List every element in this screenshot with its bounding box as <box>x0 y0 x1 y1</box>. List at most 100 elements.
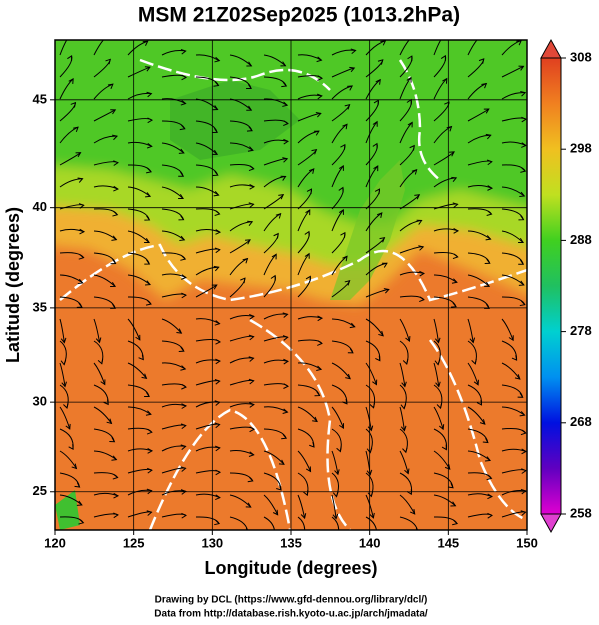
streamline <box>161 362 186 370</box>
streamline <box>365 318 384 337</box>
streamline-arrow <box>214 320 221 326</box>
streamline-arrow <box>316 93 323 100</box>
streamline <box>127 362 147 379</box>
streamline-arrow <box>350 48 357 55</box>
streamline-arrow <box>511 355 518 361</box>
streamline-arrow <box>482 437 489 444</box>
streamline <box>195 318 220 325</box>
x-tick-label: 120 <box>44 535 66 550</box>
streamline-arrow <box>212 105 219 111</box>
streamline-arrow <box>521 142 527 148</box>
streamline-arrow <box>316 365 323 372</box>
streamline-arrow <box>242 257 249 264</box>
streamline <box>467 362 479 385</box>
footer-line: Drawing by DCL (https://www.gfd-dennou.o… <box>155 595 428 606</box>
streamline-arrow <box>316 56 323 63</box>
streamline-arrow <box>212 170 219 177</box>
streamline-arrow <box>375 355 381 362</box>
streamline-arrow <box>317 340 323 346</box>
streamline-arrow <box>100 379 106 386</box>
streamline <box>229 516 249 530</box>
streamline-arrow <box>409 508 416 515</box>
streamline <box>297 494 306 519</box>
streamline-arrow <box>145 192 152 198</box>
streamline-arrow <box>485 235 492 241</box>
footer-line: Data from http://database.rish.kyoto-u.a… <box>154 609 428 620</box>
streamline-arrow <box>142 40 149 46</box>
streamline <box>433 40 442 56</box>
streamline-arrow <box>178 215 185 221</box>
streamline-arrow <box>376 212 383 218</box>
streamline-arrow <box>400 403 407 410</box>
streamline-arrow <box>247 220 254 227</box>
streamline-arrow <box>113 492 120 499</box>
streamline-arrow <box>214 422 221 429</box>
streamline-arrow <box>405 336 411 343</box>
streamline-arrow <box>379 236 386 243</box>
streamline <box>467 274 490 287</box>
streamline-arrow <box>275 212 282 219</box>
colorbar-tick-label: 308 <box>570 49 592 64</box>
x-axis-label: Longitude (degrees) <box>204 558 377 578</box>
streamline-arrow <box>340 143 346 150</box>
colorbar-min-arrow <box>540 513 562 534</box>
streamline-arrow <box>211 284 218 290</box>
streamline-arrow <box>317 75 324 81</box>
streamline-arrow <box>434 337 441 344</box>
streamline <box>467 450 491 461</box>
streamline-arrow <box>70 101 77 108</box>
streamline-arrow <box>419 270 425 277</box>
streamline-arrow <box>300 513 307 520</box>
streamline-arrow <box>181 383 187 390</box>
streamline-arrow <box>248 451 255 457</box>
streamline <box>399 406 405 431</box>
streamline-arrow <box>332 513 339 520</box>
streamline <box>59 318 65 343</box>
colorbar: 258 268 278 288 298 308 <box>540 38 592 534</box>
streamline-arrow <box>486 210 493 216</box>
streamline-arrow <box>144 280 151 286</box>
streamline <box>331 406 344 429</box>
streamline-arrow <box>487 185 494 191</box>
streamline-arrow <box>247 146 254 152</box>
streamline <box>195 186 219 196</box>
streamline-arrow <box>521 448 527 455</box>
streamline-arrow <box>282 408 289 414</box>
streamline-arrow <box>278 459 285 465</box>
streamline <box>59 450 77 469</box>
streamline-arrow <box>282 335 289 341</box>
streamline-arrow <box>180 489 187 495</box>
streamline-arrow <box>109 437 116 443</box>
streamline-arrow <box>367 491 374 498</box>
streamline-arrow <box>146 142 153 149</box>
colorbar-tick-label: 298 <box>570 141 592 156</box>
streamline <box>297 406 318 422</box>
streamline <box>399 318 410 342</box>
streamline-arrow <box>520 429 527 436</box>
y-tick-label: 30 <box>33 394 47 409</box>
streamline <box>365 516 377 530</box>
streamline-arrow <box>144 66 151 72</box>
streamline-arrow <box>246 105 253 111</box>
streamline-arrow <box>214 247 221 254</box>
streamline-arrow <box>106 418 113 425</box>
streamline <box>161 142 185 154</box>
streamline-arrow <box>409 144 415 151</box>
streamline-arrow <box>110 259 117 265</box>
streamline <box>93 274 116 287</box>
streamline-arrow <box>383 288 390 294</box>
streamline-arrow <box>514 374 521 380</box>
streamline-arrow <box>146 428 153 435</box>
streamline-arrow <box>314 391 321 397</box>
streamline-arrow <box>305 209 311 216</box>
streamline-arrow <box>97 358 104 365</box>
streamline-arrow <box>240 277 246 284</box>
streamline <box>433 362 440 387</box>
streamline-arrow <box>180 48 187 55</box>
streamline-arrow <box>521 468 527 474</box>
streamline-arrow <box>521 116 527 123</box>
streamline <box>229 142 254 151</box>
streamline-arrow <box>95 337 102 344</box>
streamline <box>229 494 252 508</box>
streamline-arrow <box>436 403 443 410</box>
